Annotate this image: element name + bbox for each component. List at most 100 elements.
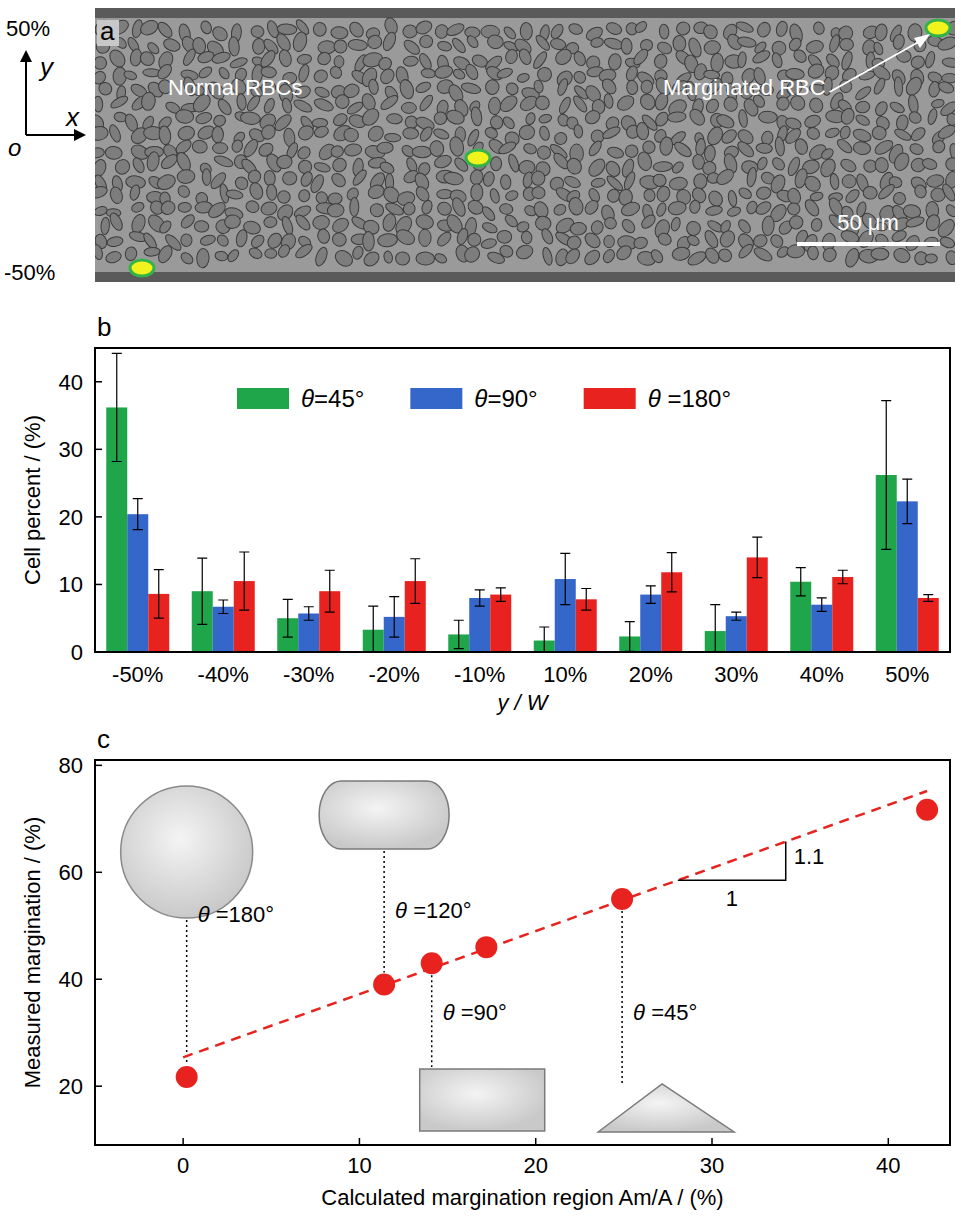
y-tick-label: 0 (71, 640, 83, 665)
rbc (146, 151, 161, 172)
axis-glyph-label: x (64, 102, 80, 132)
rbc (670, 216, 682, 232)
channel-wall (95, 8, 955, 18)
x-tick (535, 1138, 537, 1145)
rbc (180, 234, 192, 247)
rbc (247, 246, 263, 261)
rbc (583, 108, 602, 126)
error-bar (283, 599, 293, 637)
rbc (756, 156, 769, 171)
rbc (710, 53, 724, 73)
rbc (570, 222, 587, 236)
rbc (194, 220, 210, 233)
rbc (567, 22, 584, 36)
rbc (445, 21, 466, 38)
rbc (483, 125, 499, 140)
rbc (520, 22, 533, 40)
error-bar (710, 605, 720, 652)
leader-line (186, 920, 188, 1065)
rbc (470, 106, 483, 126)
rbc (636, 150, 654, 172)
rbc (414, 213, 435, 231)
rbc (130, 201, 145, 214)
rbc (939, 235, 955, 250)
rbc (755, 186, 772, 201)
rbc (608, 53, 623, 71)
rbc (688, 199, 701, 214)
x-tick-label: 20 (523, 1153, 547, 1178)
rbc (348, 39, 368, 52)
rbc (517, 47, 533, 66)
bar (127, 514, 148, 652)
rbc (485, 79, 499, 94)
rbc (874, 157, 889, 174)
rbc (213, 143, 228, 154)
rbc (465, 231, 483, 249)
rbc (553, 131, 568, 146)
rbc (394, 227, 417, 248)
rbc (726, 205, 742, 218)
rbc (313, 246, 329, 268)
rbc (412, 146, 432, 158)
rbc (735, 20, 755, 35)
figure: a50%-50%yxoNormal RBCsMarginated RBC50 μ… (0, 0, 961, 1224)
data-point (421, 952, 443, 974)
rbc (433, 252, 448, 265)
rbc (942, 57, 955, 68)
rbc (361, 249, 381, 269)
rbc (671, 246, 691, 262)
inset-lens (319, 781, 449, 849)
rbc (416, 252, 435, 266)
error-bar (197, 558, 207, 624)
rbc (386, 113, 402, 124)
text-part: =90° (455, 1000, 507, 1025)
y-tick-label: 30 (59, 437, 83, 462)
rbc (214, 250, 228, 261)
plot-frame (95, 760, 950, 1145)
y-extent-label: -50% (4, 260, 55, 285)
rbc (383, 250, 394, 264)
rbc (656, 40, 674, 56)
rbc (312, 118, 328, 127)
error-bar (838, 570, 848, 584)
rbc (95, 184, 109, 200)
error-bar (881, 401, 891, 550)
rbc (480, 237, 497, 250)
rbc (504, 48, 519, 65)
y-axis-title: Measured margination / (%) (20, 817, 45, 1088)
rbc (225, 189, 243, 200)
rbc (109, 186, 125, 205)
rbc (420, 199, 434, 215)
rbc (248, 181, 265, 201)
inset-triangle (598, 1084, 734, 1132)
rbc (230, 139, 244, 154)
data-point (373, 974, 395, 996)
micrograph (95, 8, 955, 282)
rbc (516, 72, 530, 84)
error-bar (475, 590, 485, 606)
rbc (590, 36, 604, 48)
rbc (940, 182, 955, 203)
rbc (793, 137, 809, 156)
rbc (635, 122, 649, 141)
rbc (626, 80, 638, 95)
rbc (623, 143, 640, 160)
text-part: =180° (661, 385, 731, 412)
rbc (294, 242, 315, 261)
y-tick-label: 10 (59, 572, 83, 597)
error-bar (304, 607, 314, 621)
rbc (573, 124, 583, 138)
x-tick-label: -30% (283, 662, 334, 687)
x-tick (359, 1138, 361, 1145)
rbc (736, 218, 753, 236)
rbc (403, 25, 417, 38)
error-bar (539, 627, 549, 652)
rbc (158, 125, 172, 145)
rbc (802, 173, 824, 194)
rbc (926, 108, 938, 126)
rbc (620, 217, 638, 235)
rbc (643, 188, 657, 203)
rbc (402, 201, 417, 216)
rbc (240, 111, 261, 126)
rbc (871, 248, 889, 261)
